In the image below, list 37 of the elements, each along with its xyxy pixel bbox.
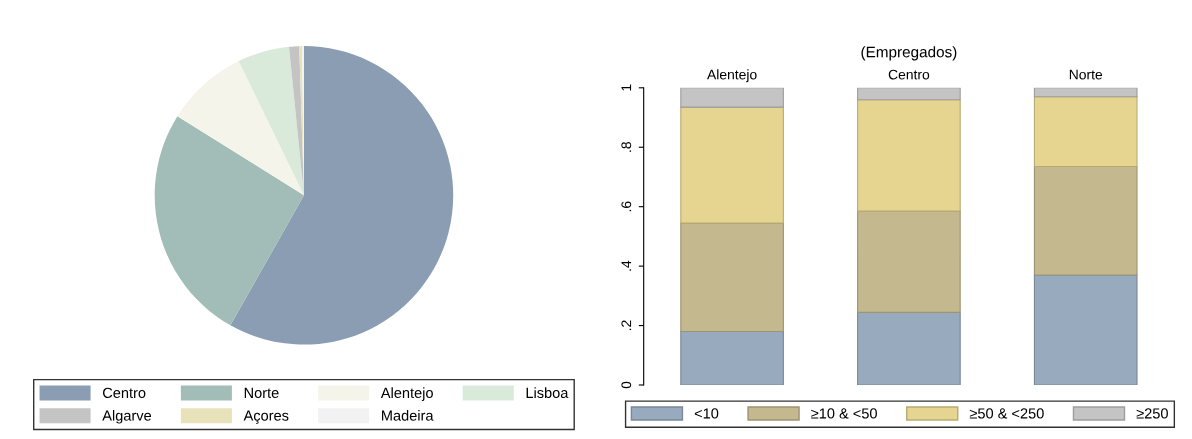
chart-title: (Empregados) [861, 46, 957, 61]
x-tick-label: Norte [1069, 69, 1103, 80]
legend-label: ≥50 & <250 [969, 408, 1044, 419]
x-tick-label: Alentejo [707, 69, 757, 83]
y-tick-label: .4 [621, 260, 632, 271]
bar [857, 99, 961, 212]
legend-label: Algarve [102, 410, 152, 424]
legend-label: ≥250 [1136, 408, 1168, 419]
legend-label: Madeira [382, 410, 434, 421]
legend-label: Norte [244, 387, 279, 399]
bar [680, 106, 784, 224]
y-tick-label: .8 [621, 142, 632, 152]
legend-label: Centro [102, 387, 146, 399]
bar [1033, 96, 1138, 168]
legend-label: ≥10 & <50 [811, 408, 877, 419]
bar [1033, 274, 1138, 385]
legend-label: Lisboa [526, 387, 569, 399]
bar [857, 311, 961, 385]
y-tick-label: 1 [621, 84, 632, 91]
bar [1033, 87, 1138, 98]
legend-label: <10 [694, 408, 719, 419]
bar [1033, 166, 1138, 276]
pie-slice [154, 116, 304, 326]
x-tick-label: Centro [888, 69, 930, 80]
y-tick-label: 0 [621, 381, 632, 389]
y-tick-label: .2 [621, 320, 632, 331]
pie-slice [230, 46, 454, 345]
bar [857, 210, 961, 313]
legend-label: Alentejo [380, 387, 433, 401]
y-tick-label: .6 [621, 201, 632, 212]
bar [680, 330, 784, 385]
legend-label: Açores [243, 410, 289, 424]
pie-slice [238, 46, 304, 196]
pie-slice [177, 61, 304, 196]
bar [680, 87, 784, 108]
bar [680, 222, 784, 333]
bar [857, 87, 961, 101]
